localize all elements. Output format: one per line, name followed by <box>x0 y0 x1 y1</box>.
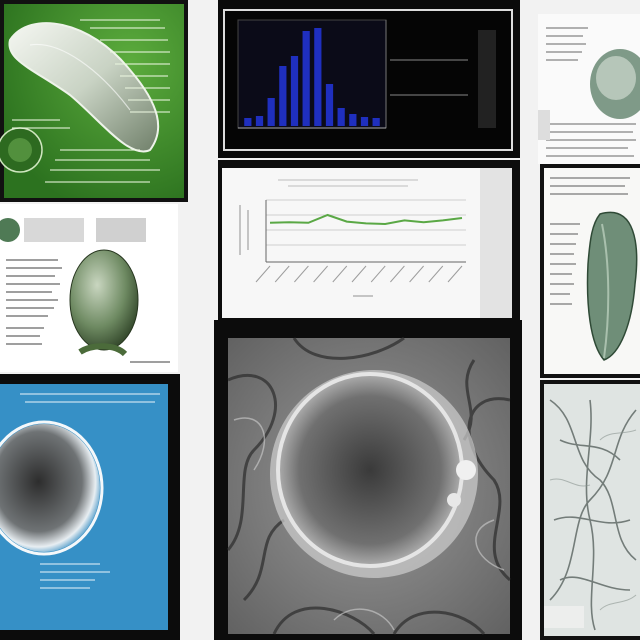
x-tick-10 <box>428 265 444 283</box>
line-chart-panel <box>218 160 520 320</box>
x-tick-9 <box>409 265 424 283</box>
x-tick-3 <box>294 265 309 283</box>
x-tick-2 <box>274 265 290 283</box>
x-tick-4 <box>313 265 328 283</box>
bar-3 <box>267 98 275 126</box>
bar-chart <box>223 9 513 151</box>
egg-specimen-illustration <box>0 204 178 372</box>
leaf-specimen-panel <box>540 164 640 378</box>
document-illustration <box>538 14 640 164</box>
green-specimen-panel <box>0 0 188 202</box>
bar-12 <box>372 118 380 126</box>
bar-1 <box>244 118 252 126</box>
line-chart-gridlines <box>266 199 466 246</box>
center-micrograph <box>226 336 511 635</box>
bar-4 <box>279 66 287 126</box>
vein-network-panel <box>540 380 640 640</box>
center-micrograph-panel <box>214 320 522 640</box>
bar-chart-panel <box>218 0 520 158</box>
bar-7 <box>314 28 322 126</box>
x-tick-8 <box>390 265 405 283</box>
vein-network-micrograph <box>544 384 640 636</box>
bar-9 <box>337 108 345 126</box>
bar-series <box>244 28 380 126</box>
blue-cell-panel <box>0 374 180 640</box>
leaf-specimen-illustration <box>544 168 640 374</box>
bar-5 <box>290 56 299 126</box>
bar-2 <box>255 116 264 126</box>
x-tick-5 <box>332 265 348 283</box>
document-panel-top-right <box>538 14 640 164</box>
egg-specimen-panel <box>0 204 178 372</box>
x-tick-6 <box>351 265 367 283</box>
x-tick-11 <box>447 265 463 283</box>
bar-8 <box>325 84 334 126</box>
bar-6 <box>302 31 310 126</box>
green-specimen-illustration <box>0 4 184 198</box>
bar-10 <box>349 114 357 126</box>
line-series <box>269 213 463 226</box>
line-chart-tick-marks <box>255 265 463 283</box>
blue-cell-micrograph <box>0 384 168 630</box>
x-tick-7 <box>370 265 386 283</box>
x-tick-1 <box>255 265 271 283</box>
line-chart <box>222 168 512 318</box>
bar-11 <box>360 117 369 126</box>
